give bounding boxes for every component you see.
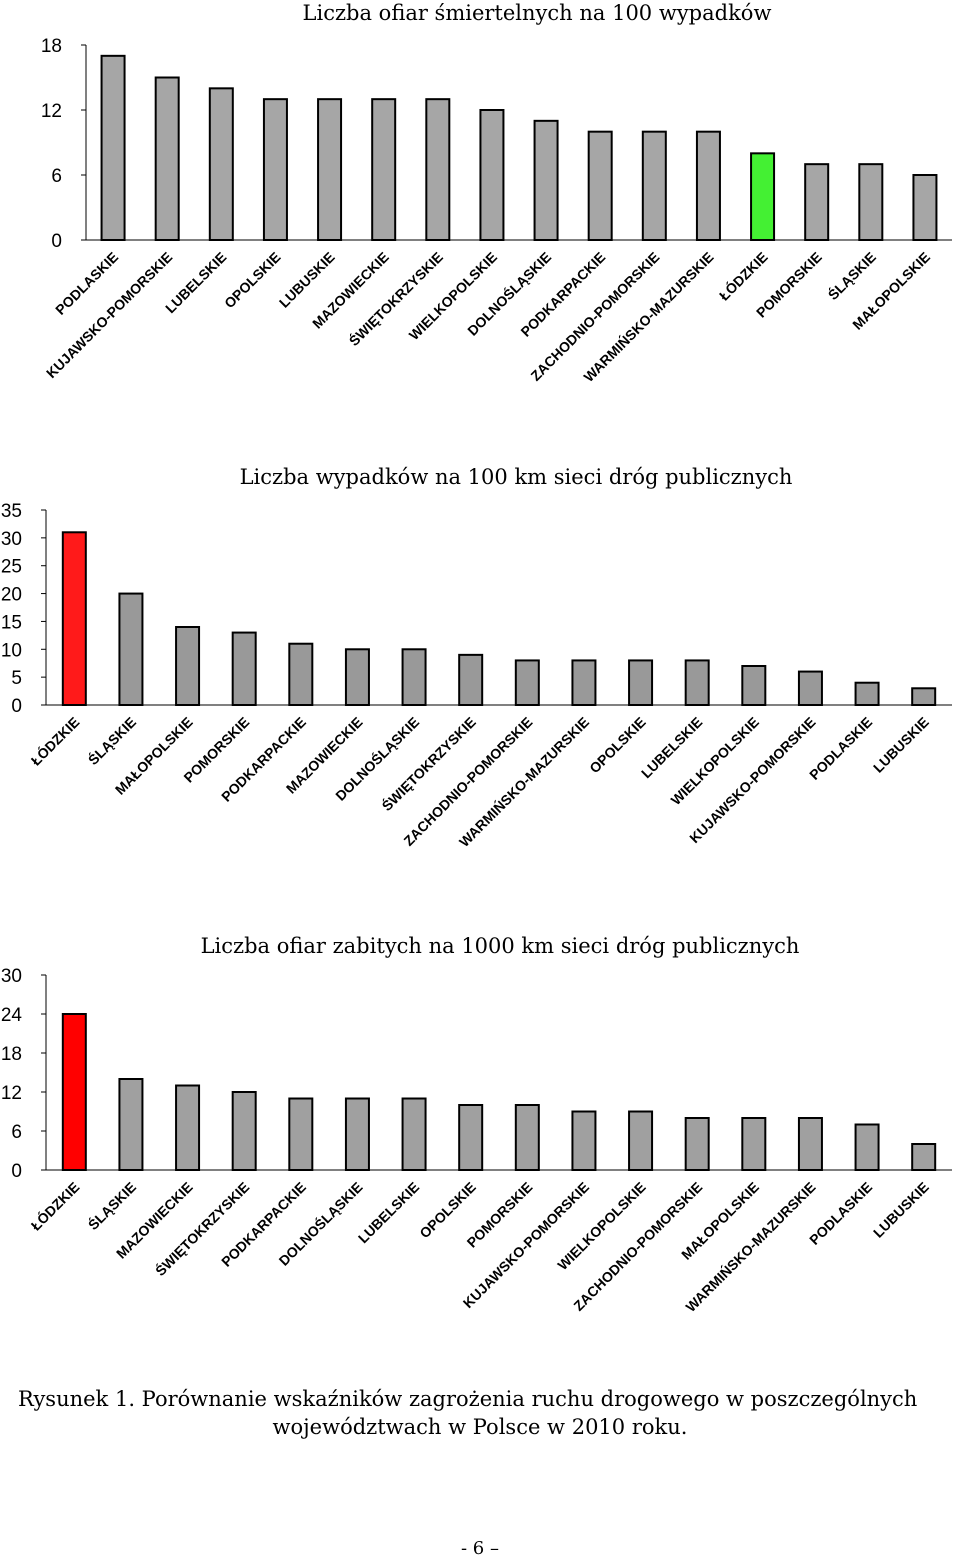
y-tick-label: 15 <box>1 612 22 633</box>
y-tick-label: 12 <box>1 1083 22 1104</box>
bar <box>741 665 767 706</box>
chart-accidents-per-100km: Liczba wypadków na 100 km sieci dróg pub… <box>0 460 960 900</box>
bar <box>118 592 144 706</box>
chart-deaths-per-1000km: Liczba ofiar zabitych na 1000 km sieci d… <box>0 925 960 1375</box>
y-tick-label: 18 <box>1 1044 22 1065</box>
y-tick-label: 6 <box>51 166 62 187</box>
chart-title: Liczba ofiar śmiertelnych na 100 wypadkó… <box>303 1 772 25</box>
x-tick-label: LUBELSKIE <box>355 1179 422 1246</box>
y-tick-label: 20 <box>1 585 22 606</box>
bar <box>458 653 484 707</box>
bar <box>288 642 314 706</box>
bar <box>854 1123 880 1171</box>
caption-line-1: Rysunek 1. Porównanie wskaźników zagroże… <box>18 1387 918 1411</box>
figure-caption: Rysunek 1. Porównanie wskaźników zagroże… <box>0 1385 960 1441</box>
bar <box>262 98 288 241</box>
bar <box>628 1110 654 1171</box>
chart-svg: Liczba ofiar zabitych na 1000 km sieci d… <box>1 934 952 1315</box>
y-tick-label: 18 <box>41 36 62 57</box>
chart-svg: Liczba ofiar śmiertelnych na 100 wypadkó… <box>41 1 952 385</box>
y-tick-label: 30 <box>1 966 22 987</box>
bar <box>804 163 830 242</box>
x-tick-label: LUBUSKIE <box>870 714 932 776</box>
y-tick-label: 24 <box>1 1005 23 1026</box>
bar <box>741 1117 767 1171</box>
bar <box>533 119 559 241</box>
x-tick-label: ŚLĄSKIE <box>824 248 879 303</box>
bar <box>231 631 257 706</box>
bar <box>858 163 884 242</box>
x-tick-label: ŚWIĘTOKRZYSKIE <box>151 1178 252 1279</box>
y-tick-label: 35 <box>1 501 22 522</box>
bar <box>175 1084 201 1171</box>
bar <box>684 1117 710 1171</box>
caption-line-2: województwach w Polsce w 2010 roku. <box>272 1415 688 1439</box>
bar <box>425 98 451 241</box>
bar <box>587 130 613 242</box>
x-tick-label: ŚWIĘTOKRZYSKIE <box>378 713 479 814</box>
x-tick-label: ŚLĄSKIE <box>84 713 139 768</box>
x-tick-label: OPOLSKIE <box>221 249 283 311</box>
bar <box>118 1078 144 1171</box>
y-tick-label: 30 <box>1 529 22 550</box>
chart-title: Liczba wypadków na 100 km sieci dróg pub… <box>240 465 793 489</box>
x-tick-label: ŁÓDZKIE <box>715 248 770 303</box>
bar <box>61 1013 87 1171</box>
chart-fatalities-per-100-accidents: Liczba ofiar śmiertelnych na 100 wypadkó… <box>0 0 960 450</box>
bar <box>401 1097 427 1171</box>
bar <box>479 109 505 241</box>
bar <box>911 1143 937 1171</box>
bar <box>750 152 776 241</box>
bar <box>100 54 126 242</box>
bar <box>61 531 87 706</box>
bar <box>401 648 427 707</box>
bar <box>514 659 540 707</box>
bar <box>695 130 721 242</box>
bar <box>797 670 823 706</box>
bar <box>684 659 710 707</box>
y-tick-label: 0 <box>51 231 62 252</box>
bar <box>371 98 397 241</box>
x-tick-label: ŁÓDZKIE <box>27 713 82 768</box>
bar <box>208 87 234 242</box>
y-tick-label: 25 <box>1 557 22 578</box>
y-tick-label: 6 <box>11 1122 22 1143</box>
bar <box>641 130 667 242</box>
x-tick-label: OPOLSKIE <box>416 1179 478 1241</box>
y-tick-label: 12 <box>41 101 62 122</box>
bar <box>458 1104 484 1171</box>
x-tick-label: OPOLSKIE <box>586 714 648 776</box>
x-tick-label: LUBUSKIE <box>870 1179 932 1241</box>
page-number: - 6 – <box>461 1538 499 1559</box>
x-tick-label: ŁÓDZKIE <box>27 1178 82 1233</box>
bar <box>911 687 937 707</box>
bar <box>571 659 597 707</box>
bar <box>628 659 654 707</box>
y-tick-label: 10 <box>1 640 22 661</box>
x-tick-label: ŚWIĘTOKRZYSKIE <box>345 248 446 349</box>
bar <box>514 1104 540 1171</box>
bar <box>854 681 880 706</box>
bar <box>912 174 938 241</box>
bar <box>175 626 201 706</box>
y-tick-label: 5 <box>11 668 22 689</box>
x-tick-label: ŚLĄSKIE <box>84 1178 139 1233</box>
bar <box>797 1117 823 1171</box>
bar <box>317 98 343 241</box>
bar <box>571 1110 597 1171</box>
chart-svg: Liczba wypadków na 100 km sieci dróg pub… <box>1 465 952 850</box>
bar <box>154 76 180 241</box>
y-tick-label: 0 <box>11 696 22 717</box>
chart-title: Liczba ofiar zabitych na 1000 km sieci d… <box>201 934 800 958</box>
bar <box>344 1097 370 1171</box>
y-tick-label: 0 <box>11 1161 22 1182</box>
bar <box>344 648 370 707</box>
bar <box>288 1097 314 1171</box>
bar <box>231 1091 257 1171</box>
